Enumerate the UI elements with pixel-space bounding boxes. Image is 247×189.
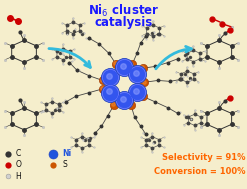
Text: O: O [15,160,21,169]
Text: H: H [15,172,21,181]
Text: Conversion = 100%: Conversion = 100% [154,167,245,176]
Text: S: S [62,160,67,169]
Text: Ni$_6$ cluster: Ni$_6$ cluster [88,3,159,19]
Text: Ni: Ni [62,149,71,158]
Text: catalysis: catalysis [94,16,153,29]
Text: Selectivity = 91%: Selectivity = 91% [162,153,245,162]
Text: C: C [15,149,21,158]
